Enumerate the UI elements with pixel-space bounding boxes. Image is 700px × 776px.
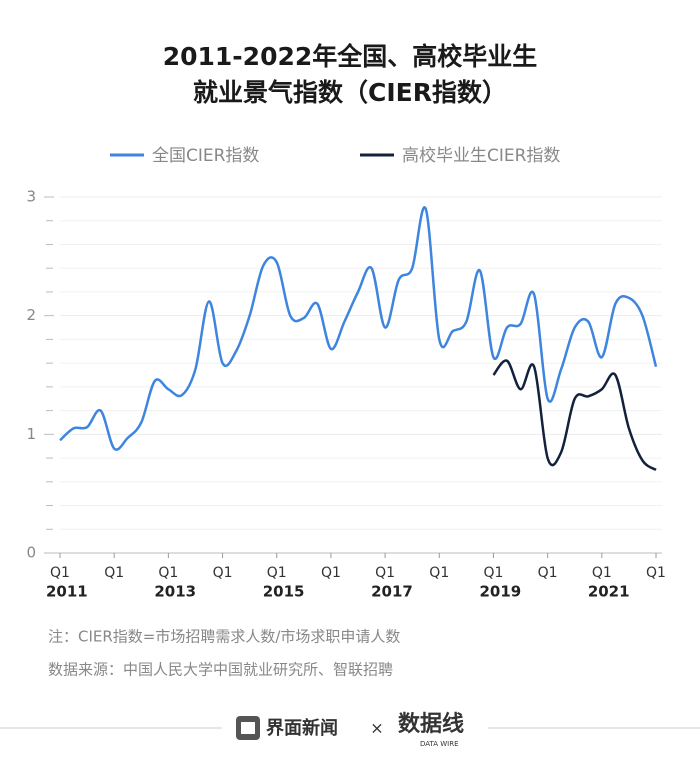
legend-label: 高校毕业生CIER指数 <box>402 146 560 166</box>
x-year-label: 2015 <box>263 583 305 601</box>
x-year-label: 2019 <box>479 583 521 601</box>
x-tick-label: Q1 <box>375 565 395 581</box>
x-tick-label: Q1 <box>592 565 612 581</box>
x-tick-label: Q1 <box>538 565 558 581</box>
y-tick-label: 3 <box>26 188 36 206</box>
series-line <box>492 359 657 472</box>
x-year-label: 2017 <box>371 583 413 601</box>
legend-label: 全国CIER指数 <box>152 146 259 166</box>
x-year-label: 2011 <box>46 583 88 601</box>
series-line <box>59 206 658 451</box>
note: 注：CIER指数=市场招聘需求人数/市场求职申请人数 <box>48 628 400 646</box>
x-tick-label: Q1 <box>213 565 233 581</box>
x-tick-label: Q1 <box>50 565 70 581</box>
partner-logo: 数据线 <box>398 711 464 737</box>
x-tick-label: Q1 <box>483 565 503 581</box>
x-tick-label: Q1 <box>429 565 449 581</box>
source: 数据来源：中国人民大学中国就业研究所、智联招聘 <box>48 661 393 679</box>
chart-title: 2011-2022年全国、高校毕业生 <box>163 42 538 71</box>
x-tick-label: Q1 <box>267 565 287 581</box>
x-year-label: 2013 <box>154 583 196 601</box>
partner-logo-sub: DATA WIRE <box>420 740 459 748</box>
x-year-label: 2021 <box>588 583 630 601</box>
x-tick-label: Q1 <box>104 565 124 581</box>
y-tick-label: 2 <box>26 306 36 324</box>
footer-separator: × <box>370 719 383 738</box>
x-tick-label: Q1 <box>158 565 178 581</box>
brand-icon <box>241 722 255 734</box>
brand-name: 界面新闻 <box>266 717 338 739</box>
y-tick-label: 0 <box>26 544 36 562</box>
y-tick-label: 1 <box>26 425 36 443</box>
x-tick-label: Q1 <box>646 565 666 581</box>
x-tick-label: Q1 <box>321 565 341 581</box>
chart-title: 就业景气指数（CIER指数） <box>193 78 507 107</box>
